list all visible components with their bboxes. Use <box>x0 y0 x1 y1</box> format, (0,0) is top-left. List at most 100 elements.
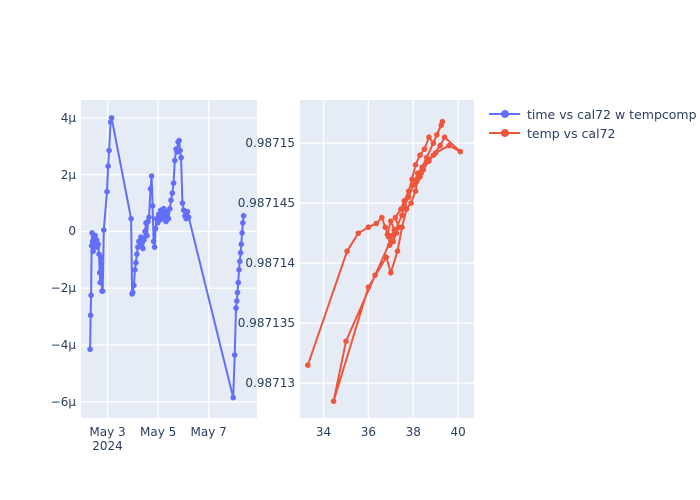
data-point[interactable] <box>393 230 400 236</box>
data-point[interactable] <box>330 398 337 405</box>
data-point[interactable] <box>437 142 443 149</box>
data-point[interactable] <box>165 215 172 222</box>
data-point[interactable] <box>152 225 159 232</box>
data-point[interactable] <box>386 242 393 248</box>
data-point[interactable] <box>169 190 176 196</box>
data-point[interactable] <box>372 272 378 278</box>
data-point[interactable] <box>133 259 139 266</box>
series-line[interactable] <box>306 120 462 403</box>
data-point[interactable] <box>145 218 151 225</box>
data-point[interactable] <box>146 214 152 221</box>
data-point[interactable] <box>399 224 405 230</box>
data-point[interactable] <box>446 142 452 149</box>
data-point[interactable] <box>403 206 410 212</box>
data-point[interactable] <box>420 166 427 173</box>
plot-canvas[interactable] <box>81 100 257 418</box>
data-point[interactable] <box>148 173 155 179</box>
data-point[interactable] <box>96 269 103 276</box>
data-point[interactable] <box>239 230 245 236</box>
data-point[interactable] <box>426 158 432 164</box>
data-point[interactable] <box>177 147 183 154</box>
data-point[interactable] <box>417 152 423 158</box>
data-point[interactable] <box>355 230 362 236</box>
subplot-temp-vs-cal72[interactable] <box>300 100 474 418</box>
data-point[interactable] <box>101 227 107 233</box>
data-point[interactable] <box>161 213 168 219</box>
data-point[interactable] <box>178 154 184 161</box>
data-point[interactable] <box>107 119 114 125</box>
data-point[interactable] <box>412 188 419 194</box>
data-point[interactable] <box>92 232 98 239</box>
data-point[interactable] <box>441 134 448 140</box>
data-point[interactable] <box>240 213 247 219</box>
data-point[interactable] <box>172 157 178 164</box>
legend-item-time-vs-cal72-w-tempcomp[interactable]: time vs cal72 w tempcomp <box>489 106 697 122</box>
data-point[interactable] <box>405 188 412 194</box>
data-point[interactable] <box>344 248 350 254</box>
data-point[interactable] <box>365 284 372 290</box>
data-point[interactable] <box>168 197 174 203</box>
data-point[interactable] <box>394 248 401 254</box>
data-point[interactable] <box>421 146 428 152</box>
data-point[interactable] <box>141 237 147 243</box>
data-point[interactable] <box>238 241 245 247</box>
data-point[interactable] <box>401 198 408 204</box>
data-point[interactable] <box>106 147 112 154</box>
data-point[interactable] <box>379 214 385 221</box>
data-point[interactable] <box>382 224 388 230</box>
data-point[interactable] <box>99 288 106 294</box>
data-point[interactable] <box>237 258 243 265</box>
data-point[interactable] <box>88 292 94 299</box>
data-point[interactable] <box>384 231 391 238</box>
data-point[interactable] <box>134 251 140 257</box>
data-point[interactable] <box>142 228 148 235</box>
data-point[interactable] <box>132 267 138 273</box>
plot-canvas[interactable] <box>300 100 474 418</box>
data-point[interactable] <box>149 203 156 209</box>
data-point[interactable] <box>104 188 110 195</box>
data-point[interactable] <box>140 245 146 252</box>
data-point[interactable] <box>97 279 103 286</box>
data-point[interactable] <box>408 200 414 206</box>
data-point[interactable] <box>185 214 192 221</box>
data-point[interactable] <box>151 244 158 250</box>
data-point[interactable] <box>90 248 96 255</box>
data-point[interactable] <box>235 279 242 286</box>
data-point[interactable] <box>167 205 173 212</box>
data-point[interactable] <box>105 163 111 169</box>
data-point[interactable] <box>95 241 101 247</box>
data-point[interactable] <box>184 208 191 215</box>
data-point[interactable] <box>234 298 240 304</box>
data-point[interactable] <box>150 238 157 245</box>
data-point[interactable] <box>413 178 420 185</box>
data-point[interactable] <box>410 182 416 188</box>
data-point[interactable] <box>108 115 115 121</box>
data-point[interactable] <box>389 232 395 239</box>
data-point[interactable] <box>405 194 412 200</box>
data-point[interactable] <box>130 289 136 296</box>
data-point[interactable] <box>373 220 379 227</box>
data-point[interactable] <box>430 140 437 146</box>
data-point[interactable] <box>343 338 349 344</box>
data-point[interactable] <box>390 238 396 245</box>
data-point[interactable] <box>176 137 182 144</box>
data-point[interactable] <box>170 180 177 186</box>
data-point[interactable] <box>144 232 150 239</box>
data-point[interactable] <box>392 214 399 221</box>
data-point[interactable] <box>237 250 244 256</box>
data-point[interactable] <box>233 305 239 311</box>
data-point[interactable] <box>236 267 242 273</box>
data-point[interactable] <box>398 206 404 212</box>
data-point[interactable] <box>305 362 311 369</box>
data-point[interactable] <box>93 237 100 243</box>
data-point[interactable] <box>438 122 445 128</box>
data-point[interactable] <box>231 352 238 358</box>
data-point[interactable] <box>147 186 154 192</box>
data-point[interactable] <box>98 254 104 260</box>
data-point[interactable] <box>179 200 186 206</box>
data-point[interactable] <box>87 346 93 353</box>
subplot-time-vs-cal72[interactable] <box>81 100 257 418</box>
series-line[interactable] <box>89 116 245 399</box>
data-point[interactable] <box>388 218 394 224</box>
data-point[interactable] <box>388 270 394 276</box>
